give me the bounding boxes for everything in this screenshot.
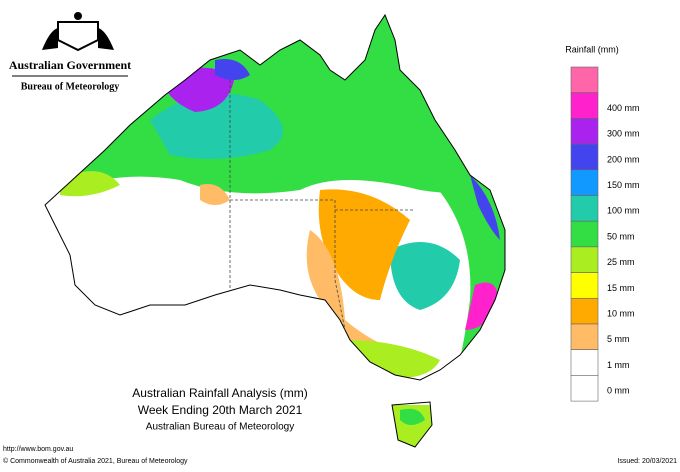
state-borders [229, 80, 415, 331]
legend-title: Rainfall (mm) [565, 44, 619, 54]
legend-label: 15 mm [607, 283, 635, 293]
legend-swatch [570, 323, 599, 351]
legend-label: 0 mm [607, 386, 630, 396]
legend-swatch [570, 349, 599, 376]
legend-swatch [570, 220, 599, 248]
legend-swatch [570, 375, 599, 402]
issued: Issued: 20/03/2021 [617, 458, 677, 465]
legend-label: 5 mm [607, 334, 630, 344]
legend-swatch [570, 143, 599, 171]
legend-swatch [570, 169, 599, 196]
copyright: © Commonwealth of Australia 2021, Bureau… [3, 457, 188, 465]
legend-label: 400 mm [607, 103, 640, 113]
emblem [42, 12, 114, 52]
legend-swatch [570, 195, 599, 222]
legend-label: 10 mm [607, 309, 635, 319]
legend-label: 25 mm [607, 257, 635, 267]
coastline [44, 13, 506, 448]
map-source: Australian Bureau of Meteorology [146, 422, 294, 433]
legend-swatch [570, 272, 599, 299]
government: Australian Government [9, 58, 131, 72]
legend-label: 1 mm [607, 360, 630, 370]
legend-swatch [570, 118, 599, 145]
legend-label: 200 mm [607, 154, 640, 164]
map-subtitle: Week Ending 20th March 2021 [138, 403, 303, 417]
legend-swatch [570, 66, 599, 94]
legend-swatch [570, 297, 599, 325]
legend-label: 300 mm [607, 129, 640, 139]
legend-label: 100 mm [607, 206, 640, 216]
url: http://www.bom.gov.au [3, 446, 73, 453]
legend-swatch [570, 92, 599, 119]
legend-label: 150 mm [607, 180, 640, 190]
legend-label: 50 mm [607, 231, 635, 241]
map-title: Australian Rainfall Analysis (mm) [132, 386, 307, 400]
agency: Bureau of Meteorology [21, 81, 120, 92]
legend-swatch [570, 246, 599, 273]
legend: 400 mm 300 mm 200 mm 150 mm 100 mm 50 mm 25 mm… [570, 66, 640, 402]
